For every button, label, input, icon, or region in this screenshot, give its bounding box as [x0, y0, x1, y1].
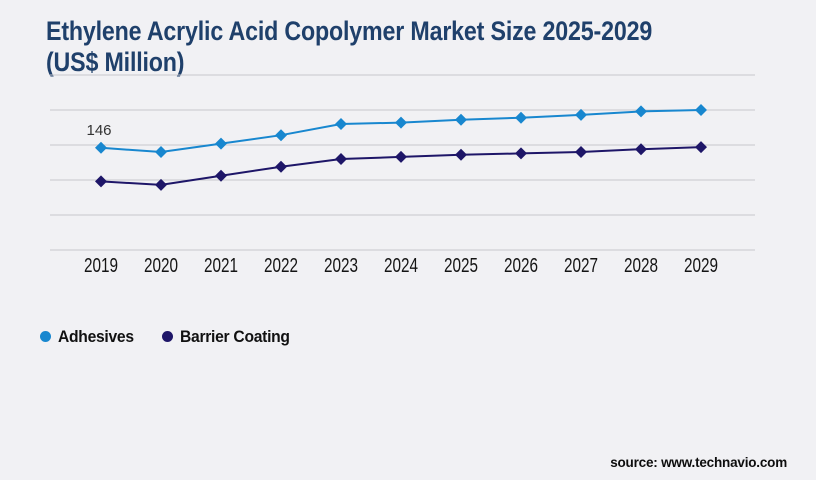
chart-title-line1: Ethylene Acrylic Acid Copolymer Market S…: [46, 16, 653, 46]
data-point-adhesives-2022: [275, 129, 287, 142]
data-point-adhesives-2019: [95, 141, 107, 154]
data-point-barrier-coating-2021: [215, 169, 227, 182]
data-point-barrier-coating-2019: [95, 175, 107, 188]
data-point-adhesives-2025: [455, 113, 467, 126]
series-line-adhesives: [100, 109, 702, 154]
data-point-adhesives-2026: [515, 111, 527, 124]
source-attribution: source: www.technavio.com: [610, 455, 787, 470]
chart-title-line2: (US$ Million): [46, 47, 185, 77]
x-axis-label-2029: 2029: [684, 255, 718, 277]
chart-title: Ethylene Acrylic Acid Copolymer Market S…: [46, 16, 751, 78]
data-point-barrier-coating-2026: [515, 147, 527, 160]
data-label-146: 146: [86, 122, 111, 139]
legend-item-adhesives[interactable]: Adhesives: [40, 327, 140, 347]
barrier-coating-series-dot-icon: [162, 331, 174, 342]
x-axis-label-2027: 2027: [564, 255, 598, 277]
chart-legend: Adhesives Barrier Coating: [40, 327, 300, 347]
data-point-adhesives-2027: [575, 108, 587, 121]
x-axis-label-2019: 2019: [84, 255, 118, 277]
x-axis-label-2021: 2021: [204, 255, 238, 277]
x-axis-label-2025: 2025: [444, 255, 478, 277]
adhesives-series-dot-icon: [40, 331, 51, 342]
line-chart: 146 2019 2020 2021 2022 2023 2024 2025 2026 2027 2…: [50, 74, 755, 277]
data-point-adhesives-2029: [695, 104, 707, 116]
data-point-barrier-coating-2028: [635, 143, 647, 156]
data-point-barrier-coating-2027: [575, 146, 587, 158]
x-axis-label-2026: 2026: [504, 255, 538, 277]
data-point-barrier-coating-2022: [275, 160, 287, 173]
data-point-adhesives-2024: [395, 116, 407, 129]
legend-label-adhesives: Adhesives: [58, 326, 134, 346]
legend-label-barrier-coating: Barrier Coating: [180, 326, 291, 346]
x-axis-label-2028: 2028: [624, 255, 658, 277]
x-axis-label-2023: 2023: [324, 255, 358, 277]
data-point-barrier-coating-2029: [695, 141, 707, 154]
data-point-adhesives-2028: [635, 105, 647, 118]
data-point-barrier-coating-2025: [455, 148, 467, 161]
data-point-adhesives-2023: [335, 118, 347, 130]
x-axis-label-2022: 2022: [264, 255, 298, 277]
data-point-barrier-coating-2023: [335, 153, 347, 165]
data-point-adhesives-2021: [215, 137, 227, 150]
x-axis-label-2024: 2024: [384, 255, 418, 277]
legend-item-barrier-coating[interactable]: Barrier Coating: [162, 327, 299, 347]
data-point-barrier-coating-2024: [395, 150, 407, 163]
x-axis-label-2020: 2020: [144, 255, 178, 277]
data-point-barrier-coating-2020: [155, 178, 167, 191]
data-point-adhesives-2020: [155, 146, 167, 158]
